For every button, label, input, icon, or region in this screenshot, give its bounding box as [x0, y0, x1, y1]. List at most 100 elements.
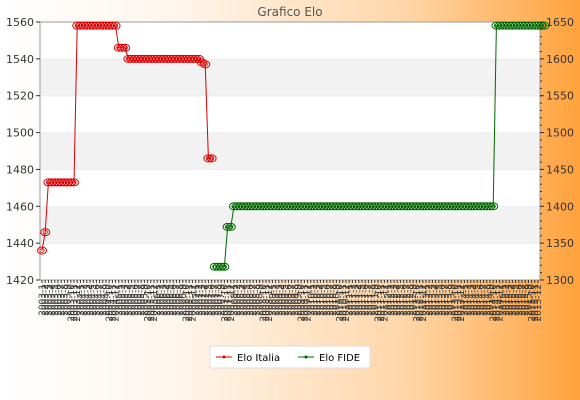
x-tick-label: 2013-11 [454, 284, 464, 322]
x-tick-label: 2012-12 [419, 284, 429, 322]
y-left-tick-label: 1540 [6, 53, 34, 66]
x-tick-label: 2010-2 [310, 284, 320, 316]
grid-band [40, 243, 540, 280]
x-tick-label: 2006-1 [153, 284, 163, 316]
y-left-tick-label: 1500 [6, 127, 34, 140]
series-0-point-inner [39, 248, 45, 253]
x-tick-label: 2013-6 [438, 284, 448, 316]
series-1-point-inner [228, 224, 234, 230]
legend-marker-elo-fide [304, 355, 308, 359]
x-tick-label: 2005-3 [121, 284, 131, 316]
series-0-point-inner [205, 156, 211, 161]
x-tick-label: 2011-5 [358, 284, 368, 316]
x-tick-label: 2012-1 [384, 284, 394, 316]
y-right-tick-label: 1350 [546, 237, 574, 250]
series-1-point [539, 21, 550, 30]
x-tick-label: 2014-7 [480, 284, 490, 316]
x-tick-label: 2014-2 [464, 284, 474, 316]
series-1-point [485, 202, 495, 211]
series-0-point [107, 21, 118, 30]
x-tick-label: 2005-6 [131, 284, 141, 316]
x-tick-label: 2006-12 [188, 284, 198, 322]
x-tick-label: 2015-4 [508, 284, 518, 316]
x-tick-label: 2008-4 [240, 284, 250, 316]
series-0-point [120, 43, 131, 52]
x-tick-label: 2008-7 [249, 284, 259, 316]
series-1-point-inner [487, 204, 493, 209]
x-tick-label: 2014-5 [473, 284, 483, 316]
x-tick-label: 2004-7 [96, 284, 106, 316]
series-1-point [222, 222, 233, 231]
x-tick-label: 2004-9 [102, 284, 112, 316]
x-tick-label: 2006-4 [163, 284, 173, 316]
x-tick-label: 2009-11 [300, 284, 310, 322]
x-tick-label: 2014-8 [483, 284, 493, 316]
plot-border [39, 21, 541, 281]
chart-title: Grafico Elo [257, 5, 322, 19]
x-tick-label: 2015-5 [512, 284, 522, 316]
x-tick-label: 2003-9 [64, 284, 74, 316]
x-tick-label: 2003-4 [48, 284, 58, 316]
x-tick-label: 2015-9 [524, 284, 534, 316]
x-tick-label: 2011-9 [371, 284, 381, 316]
x-tick-label: 2015-10 [528, 284, 538, 322]
series-0-point-inner [193, 56, 199, 62]
x-tick-label: 2015-6 [515, 284, 525, 316]
x-tick-label: 2010-7 [326, 284, 336, 316]
x-tick-label: 2007-1 [192, 284, 202, 316]
x-tick-label: 2011-2 [348, 284, 358, 316]
x-tick-label: 2005-12 [150, 284, 160, 322]
x-tick-label: 2009-5 [281, 284, 291, 316]
x-tick-label: 2015-12 [534, 284, 544, 322]
x-tick-label: 2013-2 [425, 284, 435, 316]
x-tick-label: 2014-11 [492, 284, 502, 322]
series-1-point [225, 222, 236, 231]
y-axis-right: 1300 1350 1400 1450 1500 1550 1600 1650 [540, 16, 574, 287]
x-tick-label: 2006-7 [172, 284, 182, 316]
series-0-point-inner [122, 45, 128, 50]
x-tick-label: 2004-8 [99, 284, 109, 316]
x-tick-label: 2013-9 [448, 284, 458, 316]
x-tick-label: 2012-4 [393, 284, 403, 316]
x-tick-label: 2012-6 [400, 284, 410, 316]
x-tick-label: 2008-12 [265, 284, 275, 322]
x-tick-label: 2010-12 [342, 284, 352, 322]
x-tick-label: 2008-9 [256, 284, 266, 316]
x-tick-label: 2013-1 [422, 284, 432, 316]
x-tick-label: 2007-11 [224, 284, 234, 322]
x-tick-label: 2005-7 [134, 284, 144, 316]
x-tick-label: 2014-3 [467, 284, 477, 316]
x-tick-label: 2004-12 [112, 284, 122, 322]
x-tick-label: 2014-1 [460, 284, 470, 316]
x-tick-label: 2011-1 [345, 284, 355, 316]
series-0-point [206, 154, 217, 163]
x-tick-label: 2003-11 [70, 284, 80, 322]
series-1-point-inner [538, 23, 544, 28]
x-axis: 2003-12003-22003-32003-42003-52003-62003… [38, 280, 544, 322]
x-tick-label: 2003-7 [57, 284, 67, 316]
grid-bands [39, 21, 541, 281]
x-tick-label: 2010-5 [320, 284, 330, 316]
x-tick-label: 2012-9 [409, 284, 419, 316]
x-tick-label: 2008-3 [236, 284, 246, 316]
x-tick-label: 2011-11 [377, 284, 387, 322]
series-0-point-inner [202, 62, 208, 67]
x-tick-label: 2007-4 [201, 284, 211, 316]
x-tick-label: 2004-1 [76, 284, 86, 316]
x-tick-label: 2009-4 [278, 284, 288, 316]
x-tick-label: 2005-1 [115, 284, 125, 316]
x-tick-label: 2009-6 [284, 284, 294, 316]
x-tick-label: 2008-2 [233, 284, 243, 316]
x-tick-label: 2009-1 [268, 284, 278, 316]
x-tick-label: 2006-11 [185, 284, 195, 322]
x-tick-label: 2008-11 [262, 284, 272, 322]
x-tick-label: 2013-4 [432, 284, 442, 316]
x-tick-label: 2003-5 [51, 284, 61, 316]
x-tick-label: 2006-8 [176, 284, 186, 316]
series-0-point-inner [119, 45, 125, 50]
x-tick-label: 2012-5 [396, 284, 406, 316]
x-tick-label: 2010-1 [307, 284, 317, 316]
x-tick-label: 2006-10 [182, 284, 192, 322]
